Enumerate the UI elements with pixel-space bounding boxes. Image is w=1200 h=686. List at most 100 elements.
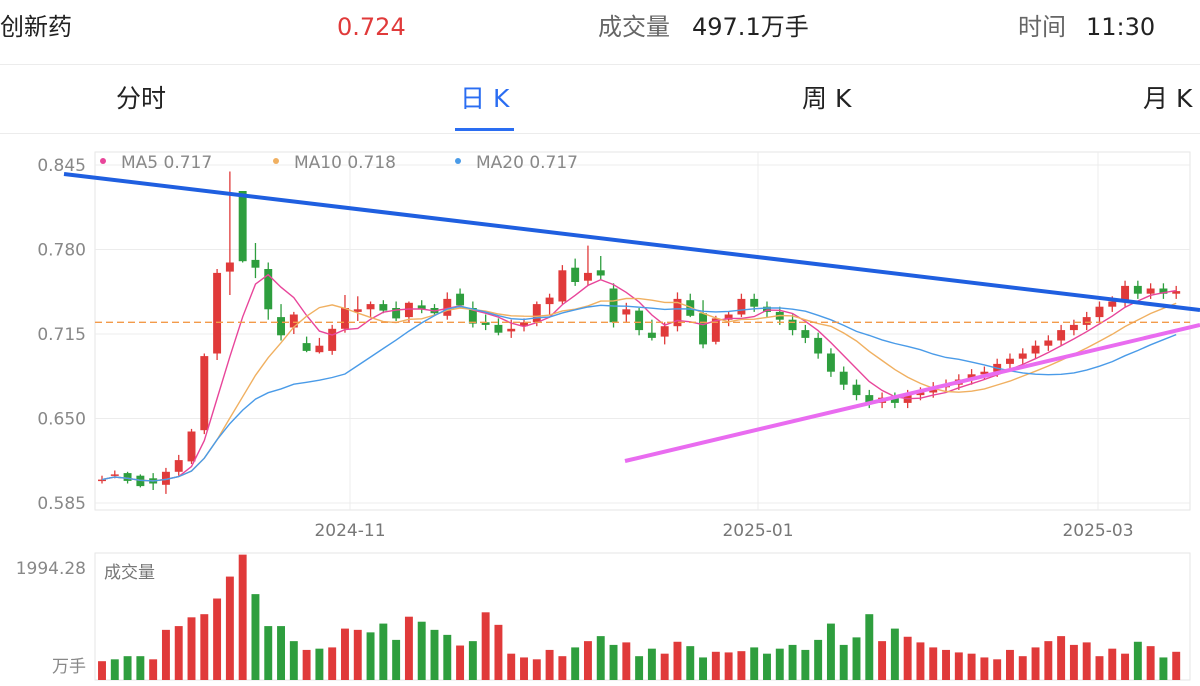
tab-intraday[interactable]: 分时 [116,84,167,113]
candle-body [277,317,285,336]
volume-bar [775,648,784,680]
candle-body [1069,324,1078,331]
support-trend-line [624,323,1200,463]
volume-panel: 1994.28 万手 成交量 [16,552,1191,681]
volume-bar [417,621,426,680]
volume-bar [315,648,324,680]
candle-body [571,267,580,282]
volume-bar [852,637,861,680]
candle-body [660,326,669,337]
tab-daily-k[interactable]: 日 K [460,84,510,113]
volume-bar [980,657,989,680]
candle-body [468,308,477,324]
candle-body [980,371,989,375]
candle-body [596,270,605,276]
y-tick-label: 0.650 [37,410,86,430]
candle-body [1121,285,1130,302]
candle-body [750,298,759,307]
candle-body [814,337,823,354]
volume-bar [609,644,618,680]
tab-weekly-k[interactable]: 周 K [802,84,852,113]
volume-bar [545,649,554,680]
candle-body [353,309,362,312]
candle-body [890,397,899,403]
candle-body [545,297,554,305]
volume-bar [213,598,222,680]
candle-body [583,272,592,281]
volume-bar [814,639,823,680]
candle-body [865,395,874,403]
candle-body [1082,317,1091,325]
ma10-line [101,297,1177,482]
legend-ma10: MA10 0.718 [294,153,396,173]
candle-body [315,345,324,353]
volume-bar [149,659,158,680]
candle-body [289,314,298,328]
candle-body [532,304,541,323]
volume-bar [98,661,106,680]
y-tick-label: 0.715 [37,325,86,345]
candle-body [916,392,925,396]
volume-bar [942,649,950,680]
candle-body [161,471,170,485]
volume-bar [929,647,938,680]
volume-bar [699,657,708,680]
volume-bar [890,628,899,680]
candle-body [1006,358,1014,364]
legend-ma20: MA20 0.717 [476,153,578,173]
volume-bar [1057,636,1066,680]
candle-body [1044,340,1053,346]
time-value: 11:30 [1086,13,1156,41]
volume-bar [520,657,528,680]
stock-name: 创新药 [0,13,72,41]
time-label: 时间 [1018,13,1066,41]
candle-body [1172,291,1181,294]
candle-body [366,304,375,310]
candle-body [788,319,797,331]
candle-body [392,308,401,319]
candle-body [826,353,835,372]
candle-body [507,328,516,332]
volume-bar [1146,646,1155,680]
volume-bar [1006,649,1014,680]
volume-bar [622,642,631,680]
volume-bar [366,632,375,680]
candle-body [801,330,810,338]
tab-monthly-k[interactable]: 月 K [1143,84,1193,113]
moving-average-lines [95,273,1190,482]
candle-body [200,356,209,431]
x-tick-label: 2025-01 [722,521,793,541]
volume-bar [302,649,311,680]
volume-bar [750,647,759,680]
volume-bar [1133,641,1142,680]
volume-bar [558,656,567,680]
volume-bar [571,647,580,680]
candle-body [763,306,771,312]
volume-bar [1121,653,1130,680]
plot-frame [94,151,1191,511]
volume-bar [1095,656,1104,680]
ma20-line [101,304,1177,482]
candle-body [238,191,247,262]
volume-title: 成交量 [104,563,155,583]
legend-dot [455,158,461,164]
divider [0,64,1200,65]
volume-bar [532,659,541,680]
volume-bar [161,629,170,680]
candle-body [379,304,388,311]
trend-lines [63,172,1200,463]
candle-body [1159,288,1168,294]
volume-bar [494,624,503,680]
ma-legend: MA5 0.717 MA10 0.718 MA20 0.717 [100,153,578,173]
candle-body [724,314,733,320]
candle-body [456,293,465,306]
volume-bar [865,614,874,680]
legend-dot [100,158,106,164]
candle-body [686,300,695,316]
volume-bar [341,628,349,680]
x-tick-label: 2025-03 [1062,521,1133,541]
candle-body [494,324,503,333]
candle-body [1095,306,1104,318]
candle-body [225,262,234,272]
